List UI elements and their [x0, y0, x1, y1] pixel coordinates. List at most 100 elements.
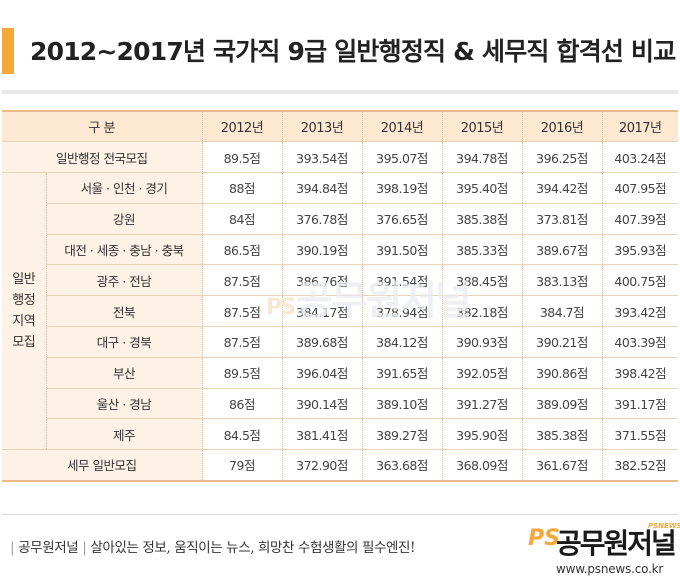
score-cell: 86점	[202, 388, 283, 420]
row-label: 서울 · 인천 · 경기	[46, 172, 203, 204]
header-row: 구 분 2012년 2013년 2014년 2015년 2016년 2017년	[2, 110, 678, 143]
score-cell: 395.90점	[442, 418, 523, 451]
footer-slogan: | 공무원저널 | 살아있는 정보, 움직이는 뉴스, 희망찬 수험생활의 필수엔진!	[10, 540, 416, 556]
score-cell: 400.75점	[602, 264, 678, 297]
score-cell: 398.19점	[362, 172, 443, 204]
header-year: 2012년	[202, 110, 283, 143]
row-label: 대구 · 경북	[46, 326, 203, 358]
table-row: 세무 일반모집 79점 372.90점 363.68점 368.09점 361.67점 38…	[2, 449, 678, 482]
score-cell: 403.24점	[602, 141, 678, 174]
header-year: 2013년	[282, 110, 363, 143]
score-cell: 390.86점	[522, 357, 603, 389]
row-label: 전북	[46, 295, 203, 328]
header-year: 2016년	[522, 110, 603, 143]
footer-divider	[2, 514, 678, 515]
score-cell: 385.33점	[442, 234, 523, 266]
score-cell: 407.95점	[602, 172, 678, 204]
score-cell: 84.5점	[202, 418, 283, 451]
row-label: 강원	[46, 203, 203, 235]
score-table: 구 분 2012년 2013년 2014년 2015년 2016년 2017년 …	[2, 110, 678, 482]
score-cell: 384.7점	[522, 295, 603, 328]
score-cell: 389.09점	[522, 388, 603, 420]
score-cell: 391.65점	[362, 357, 443, 389]
title-divider	[2, 90, 678, 94]
score-cell: 391.17점	[602, 388, 678, 420]
score-cell: 391.54점	[362, 264, 443, 297]
table-row: 전북 87.5점 384.17점 378.94점 382.18점 384.7점 393.42…	[2, 295, 678, 328]
score-cell: 87.5점	[202, 326, 283, 358]
score-cell: 384.12점	[362, 326, 443, 358]
score-cell: 87.5점	[202, 295, 283, 328]
score-cell: 391.50점	[362, 234, 443, 266]
score-cell: 395.40점	[442, 172, 523, 204]
score-cell: 390.93점	[442, 326, 523, 358]
row-label: 일반행정 전국모집	[2, 141, 203, 174]
score-cell: 373.81점	[522, 203, 603, 235]
row-label: 세무 일반모집	[2, 449, 203, 482]
score-cell: 378.94점	[362, 295, 443, 328]
score-cell: 390.21점	[522, 326, 603, 358]
score-cell: 388.45점	[442, 264, 523, 297]
header-year: 2017년	[602, 110, 678, 143]
score-cell: 385.38점	[522, 418, 603, 451]
page-title: 2012~2017년 국가직 9급 일반행정직 & 세무직 합격선 비교	[30, 37, 676, 66]
table-row: 광주 · 전남 87.5점 386.76점 391.54점 388.45점 383.13점…	[2, 264, 678, 297]
score-cell: 389.10점	[362, 388, 443, 420]
group-label-line: 모집	[12, 335, 36, 351]
score-cell: 79점	[202, 449, 283, 482]
score-cell: 88점	[202, 172, 283, 204]
score-cell: 396.04점	[282, 357, 363, 389]
table-row: 일반행정 전국모집 89.5점 393.54점 395.07점 394.78점 396.2…	[2, 141, 678, 174]
ps-logo-icon: PS	[528, 526, 560, 551]
table-row: 강원 84점 376.78점 376.65점 385.38점 373.81점 407.39점	[2, 203, 678, 235]
score-cell: 407.39점	[602, 203, 678, 235]
row-label: 광주 · 전남	[46, 264, 203, 297]
group-label-line: 행정	[12, 293, 36, 309]
score-cell: 390.14점	[282, 388, 363, 420]
score-cell: 398.42점	[602, 357, 678, 389]
score-cell: 372.90점	[282, 449, 363, 482]
score-cell: 393.42점	[602, 295, 678, 328]
score-cell: 394.42점	[522, 172, 603, 204]
score-cell: 381.41점	[282, 418, 363, 451]
score-cell: 386.76점	[282, 264, 363, 297]
table-row: 울산 · 경남 86점 390.14점 389.10점 391.27점 389.09점 39…	[2, 388, 678, 420]
score-cell: 393.54점	[282, 141, 363, 174]
table-row: 대전 · 세종 · 충남 · 충북 86.5점 390.19점 391.50점 385.…	[2, 234, 678, 266]
header-year: 2015년	[442, 110, 523, 143]
score-cell: 391.27점	[442, 388, 523, 420]
row-label: 제주	[46, 418, 203, 451]
score-cell: 394.84점	[282, 172, 363, 204]
title-block: 2012~2017년 국가직 9급 일반행정직 & 세무직 합격선 비교	[0, 28, 680, 74]
site-url: www.psnews.co.kr	[556, 562, 664, 576]
score-cell: 368.09점	[442, 449, 523, 482]
group-label: 일반 행정 지역 모집	[2, 172, 47, 451]
title-accent-bar	[2, 28, 14, 74]
score-cell: 389.27점	[362, 418, 443, 451]
score-cell: 384.17점	[282, 295, 363, 328]
score-cell: 395.07점	[362, 141, 443, 174]
score-cell: 403.39점	[602, 326, 678, 358]
score-cell: 395.93점	[602, 234, 678, 266]
score-cell: 383.13점	[522, 264, 603, 297]
score-cell: 392.05점	[442, 357, 523, 389]
group-label-line: 지역	[12, 314, 36, 330]
score-cell: 385.38점	[442, 203, 523, 235]
psnews-logo: PS 공무원저널 PSNEWS	[528, 522, 680, 562]
score-cell: 89.5점	[202, 357, 283, 389]
score-cell: 389.68점	[282, 326, 363, 358]
logo-brand: 공무원저널	[556, 527, 677, 560]
footer-slogan-text: 살아있는 정보, 움직이는 뉴스, 희망찬 수험생활의 필수엔진!	[90, 540, 416, 556]
header-category: 구 분	[2, 110, 203, 143]
footer-brand: 공무원저널	[18, 540, 79, 556]
score-cell: 376.78점	[282, 203, 363, 235]
table-row: 제주 84.5점 381.41점 389.27점 395.90점 385.38점 371.5…	[2, 418, 678, 451]
score-cell: 84점	[202, 203, 283, 235]
row-label: 부산	[46, 357, 203, 389]
table-row: 일반 행정 지역 모집 서울 · 인천 · 경기 88점 394.84점 398.19점 395…	[2, 172, 678, 451]
score-cell: 376.65점	[362, 203, 443, 235]
score-cell: 382.18점	[442, 295, 523, 328]
score-cell: 389.67점	[522, 234, 603, 266]
row-label: 울산 · 경남	[46, 388, 203, 420]
score-cell: 382.52점	[602, 449, 678, 482]
